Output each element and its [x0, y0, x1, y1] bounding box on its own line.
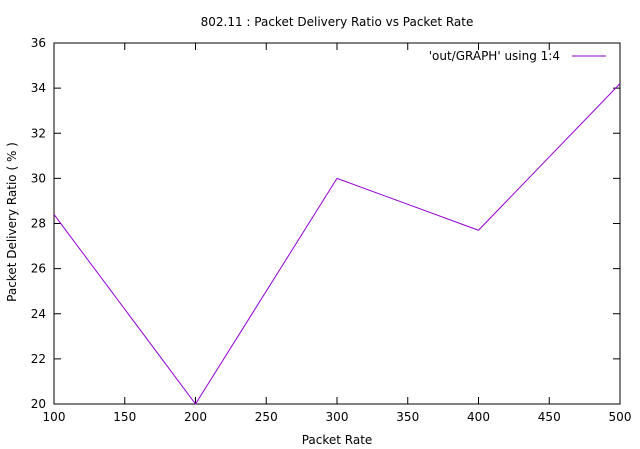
- x-tick-label: 450: [538, 410, 561, 424]
- x-tick-label: 100: [43, 410, 66, 424]
- y-tick-labels: 20 22 24 26 28 30 32 34 36: [31, 36, 46, 411]
- y-tick-label: 36: [31, 36, 46, 50]
- y-tick-label: 20: [31, 397, 46, 411]
- y-axis-label: Packet Delivery Ratio ( % ): [5, 142, 19, 302]
- x-tick-labels: 100 150 200 250 300 350 400 450 500: [43, 410, 632, 424]
- x-tick-label: 350: [396, 410, 419, 424]
- series-line: [53, 83, 621, 405]
- y-tick-label: 22: [31, 352, 46, 366]
- x-axis-label: Packet Rate: [302, 433, 373, 447]
- y-tick-label: 28: [31, 217, 46, 231]
- x-tick-label: 500: [609, 410, 632, 424]
- legend: 'out/GRAPH' using 1:4: [429, 49, 606, 63]
- plot-frame: [53, 42, 621, 405]
- x-tick-label: 300: [326, 410, 349, 424]
- chart-title: 802.11 : Packet Delivery Ratio vs Packet…: [201, 15, 474, 29]
- axis-ticks: [53, 42, 621, 405]
- y-tick-label: 24: [31, 307, 46, 321]
- legend-label: 'out/GRAPH' using 1:4: [429, 49, 560, 63]
- y-tick-label: 34: [31, 81, 46, 95]
- y-tick-label: 26: [31, 262, 46, 276]
- x-tick-label: 150: [113, 410, 136, 424]
- plot-area: 100 150 200 250 300 350 400 450 500 20 22 24 26 28 30…: [31, 36, 632, 424]
- x-tick-label: 400: [467, 410, 490, 424]
- y-tick-label: 30: [31, 171, 46, 185]
- series-group: [53, 83, 621, 405]
- x-tick-label: 200: [184, 410, 207, 424]
- x-tick-label: 250: [255, 410, 278, 424]
- y-tick-label: 32: [31, 126, 46, 140]
